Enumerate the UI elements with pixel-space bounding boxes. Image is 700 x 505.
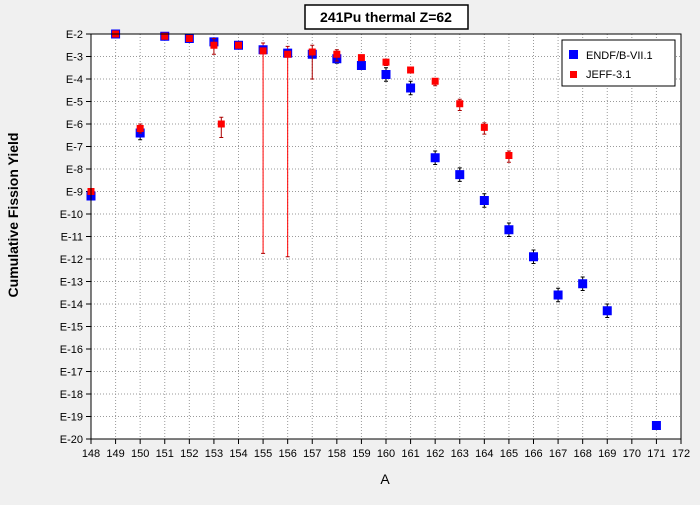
data-point	[407, 66, 415, 74]
legend: ENDF/B-VII.1 JEFF-3.1	[561, 39, 676, 87]
data-point	[479, 196, 489, 205]
x-tick-label: 172	[672, 448, 690, 460]
y-tick-label: E-17	[60, 367, 83, 379]
data-point	[382, 58, 390, 66]
axes: 148 149 150 151 152 153 154 155 156 157 158 159 160 1…	[60, 29, 690, 460]
data-point	[185, 35, 193, 42]
y-tick-label: E-20	[60, 434, 83, 446]
x-tick-label: 161	[401, 448, 419, 460]
legend-label-jeff: JEFF-3.1	[586, 69, 631, 81]
y-tick-label: E-7	[66, 142, 83, 154]
data-point	[480, 123, 488, 131]
data-point	[357, 54, 365, 62]
data-point	[651, 421, 661, 430]
y-axis-label: Cumulative Fission Yield	[5, 133, 21, 298]
data-point	[161, 32, 169, 40]
data-point	[235, 41, 242, 49]
data-point	[578, 279, 588, 289]
x-tick-label: 168	[573, 448, 591, 460]
x-tick-label: 150	[131, 448, 149, 460]
data-point	[308, 48, 316, 56]
y-tick-label: E-12	[60, 254, 83, 266]
x-tick-label: 156	[278, 448, 296, 460]
plot-frame	[90, 33, 682, 440]
legend-label-endf: ENDF/B-VII.1	[586, 50, 653, 62]
data-point	[333, 50, 341, 58]
x-tick-label: 157	[303, 448, 321, 460]
data-point	[456, 100, 464, 108]
error-bars-long	[262, 43, 289, 257]
y-tick-label: E-18	[60, 389, 83, 401]
legend-marker-jeff	[570, 71, 577, 78]
x-tick-label: 165	[500, 448, 518, 460]
x-tick-label: 169	[598, 448, 616, 460]
x-tick-label: 151	[156, 448, 174, 460]
data-point	[602, 306, 612, 316]
legend-marker-endf	[569, 50, 578, 59]
x-tick-label: 162	[426, 448, 444, 460]
data-point	[504, 225, 514, 235]
y-tick-label: E-3	[66, 52, 83, 64]
x-tick-label: 153	[205, 448, 223, 460]
x-tick-label: 167	[549, 448, 567, 460]
data-point	[406, 83, 416, 93]
y-tick-label: E-10	[60, 209, 83, 221]
x-tick-label: 171	[647, 448, 665, 460]
y-tick-label: E-2	[66, 29, 83, 41]
data-point	[259, 47, 267, 55]
y-tick-label: E-9	[66, 187, 83, 199]
x-tick-label: 159	[352, 448, 370, 460]
data-point	[431, 77, 439, 85]
y-tick-label: E-8	[66, 164, 83, 176]
x-tick-label: 160	[377, 448, 395, 460]
x-tick-label: 155	[254, 448, 272, 460]
data-point	[553, 290, 563, 300]
y-tick-label: E-19	[60, 412, 83, 424]
data-point	[210, 41, 218, 49]
x-tick-label: 154	[229, 448, 247, 460]
data-point	[356, 61, 366, 70]
y-tick-label: E-5	[66, 97, 83, 109]
y-tick-label: E-6	[66, 119, 83, 131]
x-tick-label: 166	[524, 448, 542, 460]
data-point	[529, 252, 538, 262]
x-tick-label: 163	[451, 448, 469, 460]
chart-title: 241Pu thermal Z=62	[320, 9, 452, 25]
chart-title-box: 241Pu thermal Z=62	[304, 4, 469, 30]
y-tick-label: E-14	[60, 299, 83, 311]
data-point	[455, 170, 465, 180]
x-tick-label: 164	[475, 448, 493, 460]
data-point	[136, 125, 144, 132]
data-point	[284, 50, 292, 58]
y-tick-label: E-4	[66, 74, 83, 86]
y-tick-label: E-15	[60, 322, 83, 334]
data-point	[505, 152, 513, 159]
y-tick-label: E-13	[60, 277, 83, 289]
y-tick-label: E-11	[61, 232, 83, 244]
y-tick-label: E-16	[60, 344, 83, 356]
x-axis-label: A	[380, 471, 390, 487]
data-point	[430, 153, 440, 163]
data-point	[381, 70, 391, 79]
grid	[91, 34, 681, 439]
x-tick-label: 148	[82, 448, 100, 460]
x-tick-label: 158	[328, 448, 346, 460]
x-tick-label: 149	[106, 448, 124, 460]
data-point	[217, 120, 225, 128]
x-tick-label: 152	[180, 448, 198, 460]
x-tick-label: 170	[623, 448, 641, 460]
